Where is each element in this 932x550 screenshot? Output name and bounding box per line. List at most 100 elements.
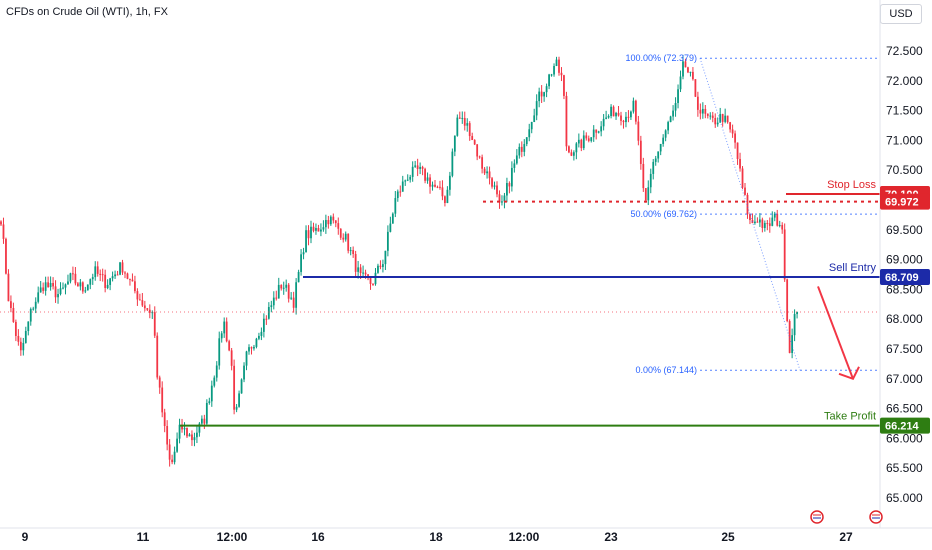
candle — [684, 61, 687, 68]
candle — [76, 283, 79, 287]
candle — [677, 89, 679, 104]
candle — [270, 305, 273, 308]
price-label: 66.214 — [885, 421, 920, 433]
candle — [315, 228, 317, 231]
candle — [540, 91, 543, 97]
candle — [215, 365, 218, 378]
candle — [305, 230, 307, 253]
candle — [404, 180, 407, 182]
candle — [520, 146, 523, 152]
y-tick-label: 71.000 — [886, 133, 923, 147]
candle — [300, 254, 302, 272]
fib-level-label: 100.00% (72.379) — [625, 53, 697, 63]
candle — [439, 186, 441, 188]
candle — [535, 101, 538, 116]
candle — [406, 179, 409, 181]
candle — [158, 377, 161, 388]
candle — [545, 86, 548, 93]
candle — [22, 342, 25, 351]
candle — [29, 309, 32, 322]
candle — [253, 346, 255, 349]
price-label-bg — [880, 417, 930, 434]
candle — [327, 220, 330, 225]
candle — [644, 188, 647, 201]
candle — [173, 451, 176, 463]
candle — [245, 351, 248, 366]
candle — [421, 166, 424, 169]
candle — [19, 341, 22, 351]
candle — [280, 284, 283, 289]
candle — [86, 284, 89, 291]
price-label: 69.972 — [885, 197, 919, 209]
candle — [714, 117, 717, 125]
candle — [200, 418, 203, 424]
us-flag-icon — [810, 510, 824, 524]
candle — [493, 185, 496, 187]
candle — [597, 131, 600, 133]
candle — [12, 308, 15, 322]
candle — [709, 115, 712, 117]
candle — [5, 238, 7, 274]
candle — [716, 122, 719, 125]
candle — [538, 91, 541, 102]
candle — [515, 155, 518, 164]
candle — [57, 294, 59, 298]
candle — [176, 438, 178, 452]
candle — [183, 427, 186, 430]
candle — [34, 301, 37, 309]
candle — [332, 216, 335, 221]
candle — [518, 146, 521, 156]
candle — [468, 123, 471, 137]
candle — [69, 273, 72, 282]
candle — [74, 273, 77, 284]
candle — [434, 184, 436, 187]
candle — [129, 278, 131, 280]
candle — [607, 116, 610, 118]
candle — [694, 79, 697, 97]
candle — [729, 122, 732, 130]
candle — [419, 166, 422, 169]
candle — [719, 114, 722, 123]
candle — [426, 177, 429, 181]
candle — [669, 116, 672, 123]
candle — [466, 123, 469, 126]
candle — [106, 284, 109, 289]
candle — [657, 151, 660, 159]
candle — [672, 110, 674, 117]
candle — [369, 278, 372, 284]
candle — [134, 281, 136, 292]
candle — [225, 321, 228, 342]
candle — [262, 318, 265, 332]
candle — [600, 126, 603, 132]
candle — [81, 282, 84, 292]
candle — [687, 67, 689, 73]
candle — [233, 365, 236, 410]
candle — [91, 277, 94, 280]
chart-title: CFDs on Crude Oil (WTI), 1h, FX — [6, 6, 168, 18]
candle — [461, 117, 464, 119]
candle — [793, 314, 796, 336]
y-tick-label: 66.500 — [886, 402, 923, 416]
candle — [575, 143, 578, 153]
y-tick-label: 72.500 — [886, 44, 923, 58]
x-tick-label: 12:00 — [217, 530, 248, 544]
candle — [654, 158, 657, 162]
candle — [265, 318, 268, 320]
candle — [692, 71, 694, 80]
candle — [543, 92, 546, 97]
candle — [771, 217, 774, 226]
candle — [746, 194, 749, 215]
price-label: 68.709 — [885, 272, 919, 284]
overlays: 100.00% (72.379) 50.00% (69.762) 0.00% (67… — [0, 53, 880, 427]
y-tick-label: 66.000 — [886, 431, 923, 445]
candle — [563, 75, 565, 96]
candle — [191, 434, 193, 441]
candle — [446, 189, 449, 204]
candle — [577, 139, 580, 144]
candle — [399, 191, 402, 193]
candle — [744, 187, 746, 195]
fib-level-label: 50.00% (69.762) — [630, 209, 697, 219]
candle — [240, 379, 243, 394]
candle — [379, 265, 382, 268]
